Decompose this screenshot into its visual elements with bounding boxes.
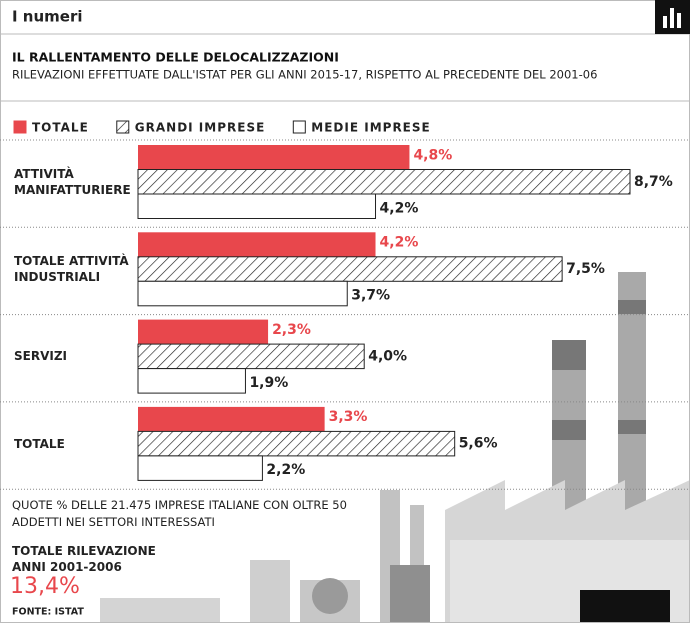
- value-label: 7,5%: [566, 261, 605, 277]
- value-label: 4,8%: [413, 147, 452, 163]
- bar: [137, 280, 348, 307]
- total-value: 13,4%: [10, 574, 80, 599]
- category-label: TOTALE: [14, 436, 65, 451]
- bar: [137, 256, 563, 282]
- bar: [138, 145, 410, 170]
- category-label: SERVIZI: [14, 349, 67, 364]
- value-label: 2,2%: [266, 462, 305, 478]
- value-label: 4,2%: [380, 200, 419, 216]
- source: FONTE: ISTAT: [12, 607, 84, 618]
- category-label: ATTIVITÀ MANIFATTURIERE: [14, 166, 131, 197]
- bar: [137, 193, 377, 219]
- value-label: 8,7%: [634, 174, 673, 190]
- legend-swatch: [116, 120, 130, 134]
- factory-illustration: [100, 272, 690, 623]
- legend-label: MEDIE IMPRESE: [311, 121, 430, 135]
- chart-title: IL RALLENTAMENTO DELLE DELOCALIZZAZIONI: [12, 50, 339, 65]
- value-label: 3,7%: [351, 288, 390, 304]
- legend-label: GRANDI IMPRESE: [135, 121, 266, 135]
- legend-swatch: [13, 120, 27, 134]
- icon-bars: [663, 8, 681, 28]
- bar: [137, 343, 365, 370]
- value-label: 1,9%: [249, 375, 288, 391]
- chart-subtitle: RILEVAZIONI EFFETTUATE DALL'ISTAT PER GL…: [12, 68, 597, 82]
- value-label: 4,0%: [368, 348, 407, 364]
- header-title: I numeri: [12, 8, 83, 26]
- category-label: TOTALE ATTIVITÀ INDUSTRIALI: [14, 254, 129, 285]
- value-label: 2,3%: [272, 322, 311, 338]
- value-label: 3,3%: [329, 409, 368, 425]
- bar: [137, 430, 456, 457]
- bar: [137, 368, 246, 394]
- legend-label: TOTALE: [32, 121, 89, 135]
- bar: [138, 319, 269, 345]
- value-label: 4,2%: [380, 235, 419, 251]
- bar: [137, 169, 631, 195]
- bar: [137, 455, 263, 481]
- total-label: TOTALE RILEVAZIONE ANNI 2001-2006: [12, 544, 156, 574]
- bar: [138, 406, 325, 432]
- note: QUOTE % DELLE 21.475 IMPRESE ITALIANE CO…: [12, 498, 347, 529]
- bar: [138, 232, 376, 257]
- value-label: 5,6%: [459, 436, 498, 452]
- legend-swatch: [292, 120, 306, 134]
